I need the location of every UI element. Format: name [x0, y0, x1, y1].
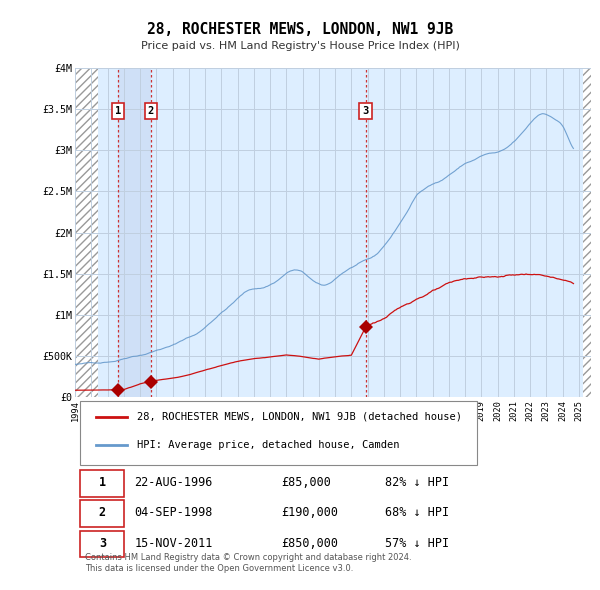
FancyBboxPatch shape [80, 500, 124, 527]
Text: 3: 3 [362, 106, 369, 116]
Text: HPI: Average price, detached house, Camden: HPI: Average price, detached house, Camd… [137, 440, 400, 450]
Text: 82% ↓ HPI: 82% ↓ HPI [385, 476, 449, 489]
Text: £85,000: £85,000 [281, 476, 331, 489]
FancyBboxPatch shape [80, 470, 124, 497]
Text: £190,000: £190,000 [281, 506, 338, 519]
Text: 22-AUG-1996: 22-AUG-1996 [134, 476, 213, 489]
Text: 57% ↓ HPI: 57% ↓ HPI [385, 537, 449, 550]
Text: 3: 3 [99, 537, 106, 550]
Text: 28, ROCHESTER MEWS, LONDON, NW1 9JB (detached house): 28, ROCHESTER MEWS, LONDON, NW1 9JB (det… [137, 412, 462, 422]
FancyBboxPatch shape [80, 531, 124, 558]
Text: 2: 2 [99, 506, 106, 519]
FancyBboxPatch shape [80, 401, 478, 465]
Text: 68% ↓ HPI: 68% ↓ HPI [385, 506, 449, 519]
Text: 1: 1 [99, 476, 106, 489]
Bar [118, 68, 151, 397]
Text: 2: 2 [148, 106, 154, 116]
Text: 15-NOV-2011: 15-NOV-2011 [134, 537, 213, 550]
Text: Price paid vs. HM Land Registry's House Price Index (HPI): Price paid vs. HM Land Registry's House … [140, 41, 460, 51]
Text: 28, ROCHESTER MEWS, LONDON, NW1 9JB: 28, ROCHESTER MEWS, LONDON, NW1 9JB [147, 22, 453, 37]
Text: 1: 1 [115, 106, 121, 116]
Text: 04-SEP-1998: 04-SEP-1998 [134, 506, 213, 519]
Text: £850,000: £850,000 [281, 537, 338, 550]
Bar [583, 68, 591, 397]
Bar [75, 68, 98, 397]
Text: Contains HM Land Registry data © Crown copyright and database right 2024.
This d: Contains HM Land Registry data © Crown c… [85, 553, 412, 573]
